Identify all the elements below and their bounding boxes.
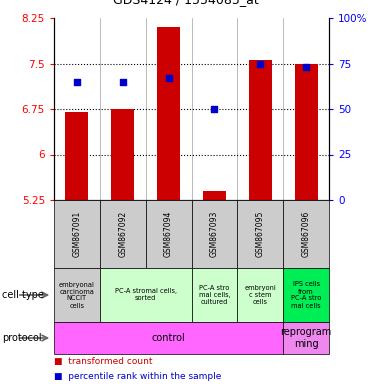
Point: [303, 64, 309, 70]
Point: [165, 75, 171, 81]
Text: GSM867096: GSM867096: [302, 211, 311, 257]
Point: [211, 106, 217, 112]
Bar: [249, 60, 272, 200]
Bar: [191, 268, 237, 322]
Bar: [203, 191, 226, 200]
Bar: [157, 27, 180, 200]
Bar: [295, 63, 318, 200]
Bar: [237, 200, 283, 268]
Point: [74, 79, 80, 85]
Text: cell type: cell type: [2, 290, 44, 300]
Text: GSM867092: GSM867092: [118, 211, 127, 257]
Text: reprogram
ming: reprogram ming: [280, 327, 332, 349]
Point: [120, 79, 126, 85]
Bar: [54, 200, 100, 268]
Bar: [54, 268, 100, 322]
Text: embryonal
carcinoma
NCCIT
cells: embryonal carcinoma NCCIT cells: [59, 281, 95, 308]
Text: GSM867091: GSM867091: [72, 211, 81, 257]
Text: IPS cells
from
PC-A stro
mal cells: IPS cells from PC-A stro mal cells: [291, 281, 321, 308]
Bar: [283, 322, 329, 354]
Text: GSM867095: GSM867095: [256, 211, 265, 257]
Bar: [65, 112, 88, 200]
Bar: [237, 268, 283, 322]
Text: protocol: protocol: [2, 333, 42, 343]
Text: GDS4124 / 1554085_at: GDS4124 / 1554085_at: [113, 0, 258, 7]
Bar: [100, 200, 146, 268]
Bar: [100, 268, 191, 322]
Text: embryoni
c stem
cells: embryoni c stem cells: [244, 285, 276, 305]
Bar: [111, 109, 134, 200]
Point: [257, 60, 263, 66]
Bar: [283, 268, 329, 322]
Text: control: control: [152, 333, 186, 343]
Bar: [283, 200, 329, 268]
Bar: [146, 200, 191, 268]
Text: PC-A stromal cells,
sorted: PC-A stromal cells, sorted: [115, 288, 177, 301]
Text: GSM867094: GSM867094: [164, 211, 173, 257]
Text: PC-A stro
mal cells,
cultured: PC-A stro mal cells, cultured: [198, 285, 230, 305]
Bar: [191, 200, 237, 268]
Text: GSM867093: GSM867093: [210, 211, 219, 257]
Text: ■  transformed count: ■ transformed count: [54, 357, 152, 366]
Text: ■  percentile rank within the sample: ■ percentile rank within the sample: [54, 372, 221, 381]
Bar: [54, 322, 283, 354]
